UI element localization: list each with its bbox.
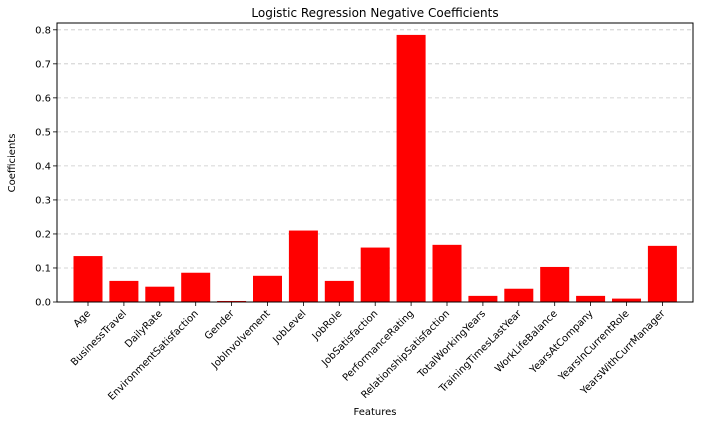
y-tick-label: 0.1 [35,263,51,274]
x-axis-title: Features [354,407,397,418]
bar [432,244,462,302]
bar [73,256,103,302]
y-axis-title: Coefficients [7,134,18,193]
bars [73,34,677,302]
y-tick-label: 0.7 [35,59,51,70]
bar [540,266,570,302]
y-tick-label: 0.2 [35,229,51,240]
bar [647,245,677,302]
plot-frame [56,22,694,303]
y-tick-label: 0.8 [35,25,51,36]
bar [576,295,606,302]
bar [217,300,247,302]
bar [504,288,534,302]
y-tick-label: 0.5 [35,127,51,138]
y-tick-label: 0.4 [35,161,51,172]
y-axis: 0.0 0.1 0.2 0.3 0.4 0.5 0.6 0.7 0.8 [35,25,57,309]
bar [396,34,426,302]
bar [253,275,282,302]
y-tick-label: 0.3 [35,195,51,206]
bar [181,272,211,302]
bar [360,247,390,302]
bar [145,286,175,302]
y-tick-label: 0.0 [35,298,51,309]
bar [612,298,641,302]
chart-title: Logistic Regression Negative Coefficient… [251,6,498,20]
bar [109,280,139,302]
bar [324,280,354,302]
bar [288,230,318,302]
bar [468,295,498,302]
y-tick-label: 0.6 [35,93,51,104]
